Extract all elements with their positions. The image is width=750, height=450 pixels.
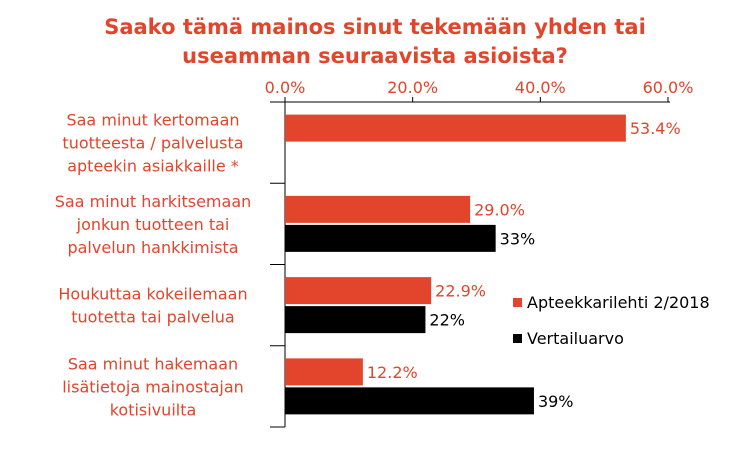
- bar-vertailuarvo: [285, 306, 426, 334]
- data-label: 53.4%: [630, 119, 681, 138]
- chart-title-line-2: useamman seuraavista asioista?: [182, 44, 568, 68]
- x-tick-label: 20.0%: [387, 78, 438, 97]
- legend-swatch-vertailuarvo: [513, 334, 522, 343]
- category-label: tuotteesta / palvelusta: [62, 134, 243, 153]
- category-label: jonkun tuotteen tai: [76, 215, 230, 234]
- data-label: 22.9%: [435, 282, 486, 301]
- category-label: Saa minut harkitsemaan: [55, 192, 252, 211]
- category-label: Saa minut kertomaan: [66, 111, 239, 130]
- bar-vertailuarvo: [285, 387, 534, 415]
- bar-apteekkarilehti: [285, 358, 363, 386]
- bar-apteekkarilehti: [285, 277, 432, 305]
- data-label: 39%: [538, 392, 574, 411]
- category-label: Saa minut hakemaan: [68, 354, 238, 373]
- bar-vertailuarvo: [285, 224, 496, 252]
- data-label: 12.2%: [367, 363, 418, 382]
- category-label: lisätietoja mainostajan: [62, 377, 244, 396]
- bar-apteekkarilehti: [285, 114, 626, 142]
- category-label: palvelun hankkimista: [67, 238, 238, 257]
- data-label: 29.0%: [474, 200, 525, 219]
- category-label: tuotetta tai palvelua: [71, 308, 234, 327]
- x-tick-label: 60.0%: [643, 78, 694, 97]
- bar-apteekkarilehti: [285, 195, 471, 223]
- x-tick-label: 0.0%: [265, 78, 306, 97]
- data-label: 33%: [500, 229, 536, 248]
- data-label: 22%: [429, 311, 465, 330]
- chart-title-line-1: Saako tämä mainos sinut tekemään yhden t…: [104, 15, 646, 39]
- legend-swatch-apteekkarilehti: [513, 298, 522, 307]
- category-label: apteekin asiakkaille *: [67, 157, 239, 176]
- legend-label: Vertailuarvo: [527, 329, 624, 348]
- category-label: kotisivuilta: [110, 400, 197, 419]
- legend-label: Apteekkarilehti 2/2018: [527, 293, 710, 312]
- category-label: Houkuttaa kokeilemaan: [58, 285, 247, 304]
- x-tick-label: 40.0%: [515, 78, 566, 97]
